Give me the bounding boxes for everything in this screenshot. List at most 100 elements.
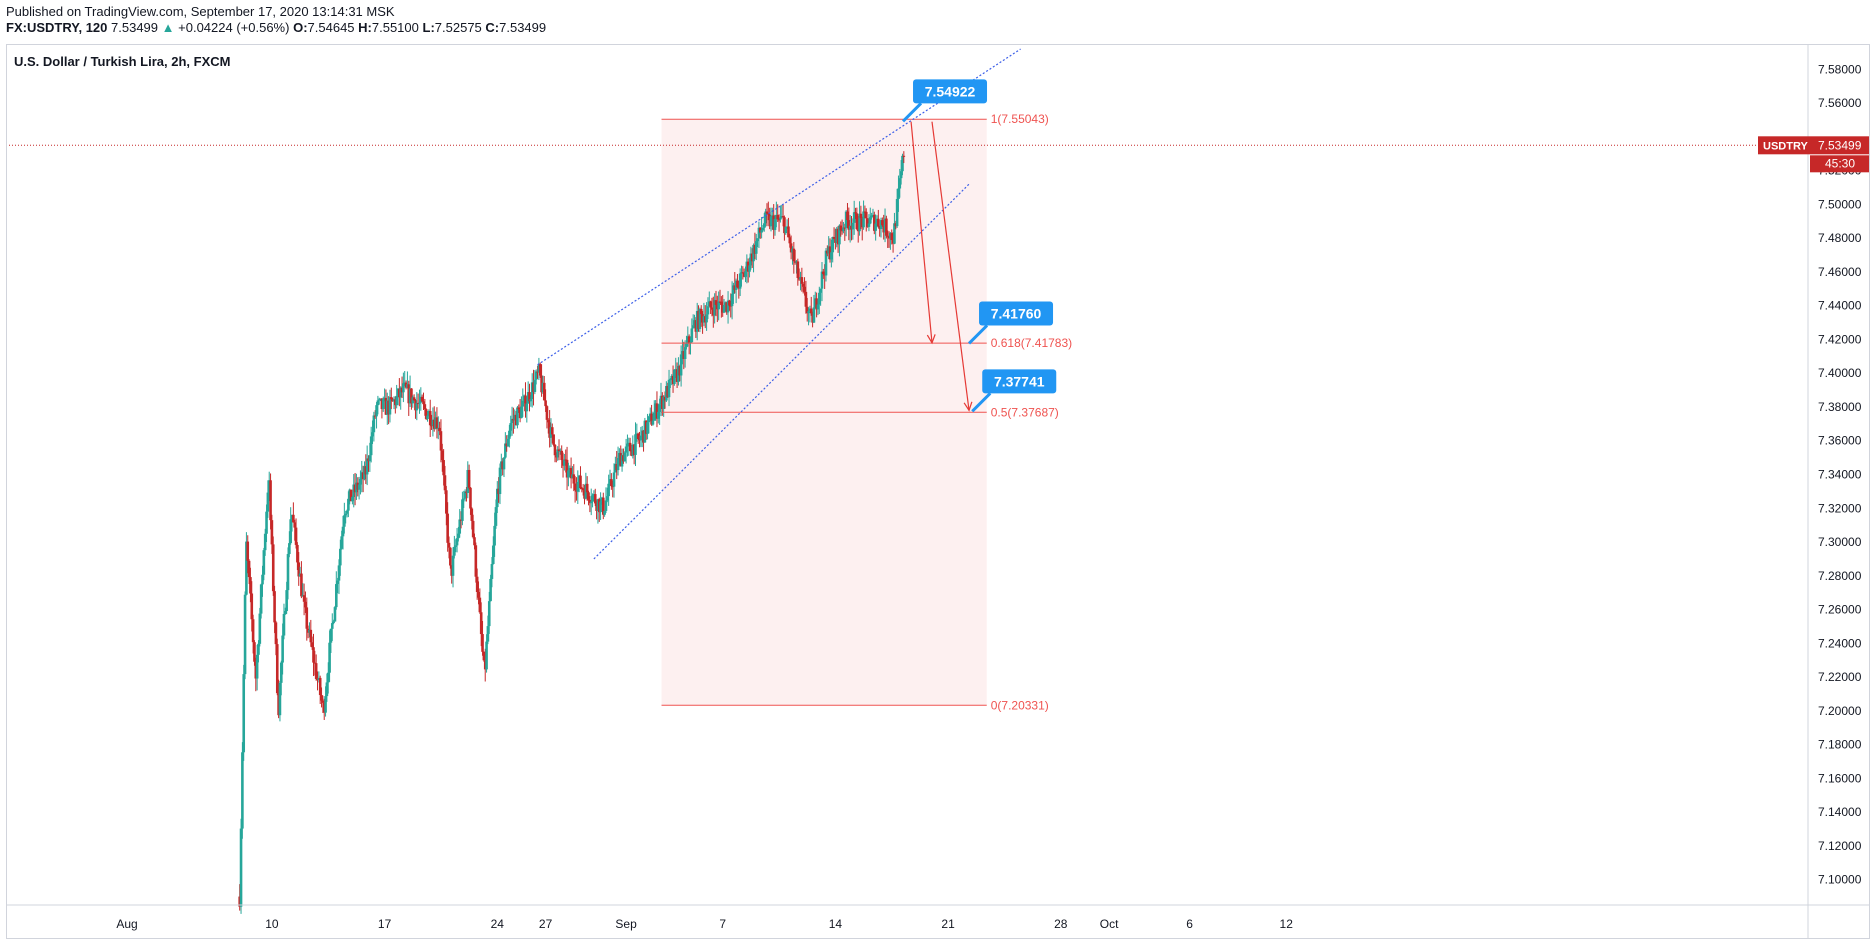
candle-body bbox=[831, 237, 835, 253]
candle-body bbox=[521, 400, 525, 407]
candle-body bbox=[520, 406, 523, 419]
candle-body bbox=[536, 371, 539, 373]
candle-body bbox=[757, 227, 761, 239]
candle-body bbox=[357, 484, 361, 490]
candle-body bbox=[785, 226, 789, 228]
candle-body bbox=[426, 415, 429, 419]
candle-body bbox=[887, 236, 891, 239]
y-tick-label: 7.48000 bbox=[1818, 231, 1862, 245]
candle-body bbox=[384, 397, 388, 415]
candle-body bbox=[510, 418, 514, 424]
candle-body bbox=[611, 486, 614, 488]
y-tick-label: 7.42000 bbox=[1818, 332, 1862, 346]
candle-body bbox=[343, 515, 346, 527]
candle-body bbox=[691, 325, 695, 329]
x-tick-label: 28 bbox=[1054, 917, 1068, 931]
candle-body bbox=[552, 434, 555, 445]
candle-body bbox=[783, 217, 786, 234]
candle-body bbox=[363, 466, 366, 480]
candle-body bbox=[449, 547, 452, 566]
candle-body bbox=[765, 211, 769, 214]
candle-body bbox=[438, 427, 441, 432]
candle-body bbox=[273, 591, 276, 623]
candle-body bbox=[266, 492, 270, 512]
candle-body bbox=[275, 644, 279, 694]
candle-body bbox=[372, 415, 376, 433]
candle-body bbox=[463, 491, 467, 499]
candle-body bbox=[532, 382, 535, 392]
candle-body bbox=[524, 395, 527, 412]
candle-body bbox=[447, 542, 451, 548]
candle-body bbox=[899, 171, 903, 179]
candle-body bbox=[431, 419, 435, 426]
candle-body bbox=[317, 677, 321, 680]
candle-body bbox=[320, 695, 323, 701]
candle-body bbox=[679, 354, 683, 376]
candle-body bbox=[238, 896, 241, 907]
candle-body bbox=[811, 313, 814, 323]
candle-body bbox=[839, 225, 843, 231]
candle-body bbox=[890, 233, 894, 241]
candle-body bbox=[335, 584, 338, 608]
candle-body bbox=[542, 382, 546, 401]
candle-body bbox=[474, 545, 478, 577]
candle-body bbox=[636, 433, 640, 440]
candle-body bbox=[654, 403, 657, 413]
candle-body bbox=[573, 483, 577, 491]
candle-body bbox=[300, 573, 303, 597]
candle-body bbox=[581, 488, 585, 491]
candle-body bbox=[390, 397, 393, 400]
candle-body bbox=[316, 678, 319, 680]
candle-body bbox=[775, 215, 778, 220]
candle-body bbox=[412, 397, 416, 401]
candle-body bbox=[720, 301, 723, 305]
candle-body bbox=[706, 306, 710, 315]
candle-body bbox=[486, 626, 490, 642]
candle-body bbox=[310, 642, 314, 648]
candle-body bbox=[776, 215, 780, 220]
candle-body bbox=[695, 310, 699, 332]
candle-body bbox=[250, 593, 254, 620]
candle-body bbox=[396, 388, 400, 396]
candle-body bbox=[443, 475, 447, 491]
candle-body bbox=[673, 369, 676, 384]
candle-body bbox=[267, 480, 271, 493]
candle-body bbox=[677, 365, 680, 382]
candle-body bbox=[607, 483, 610, 497]
candle-body bbox=[851, 222, 855, 230]
y-tick-label: 7.40000 bbox=[1818, 366, 1862, 380]
candle-body bbox=[840, 230, 844, 232]
candle-body bbox=[885, 218, 888, 236]
x-tick-label: Oct bbox=[1100, 917, 1119, 931]
candle-body bbox=[395, 395, 398, 406]
candle-body bbox=[856, 229, 860, 232]
candle-body bbox=[787, 226, 790, 238]
candle-body bbox=[659, 395, 663, 405]
candle-body bbox=[634, 434, 637, 455]
candle-body bbox=[779, 217, 782, 220]
x-tick-label: Aug bbox=[116, 917, 137, 931]
candle-body bbox=[491, 545, 495, 565]
callout-pointer bbox=[901, 102, 923, 123]
candle-body bbox=[406, 384, 409, 388]
y-tick-label: 7.50000 bbox=[1818, 197, 1862, 211]
fib-label: 1(7.55043) bbox=[991, 112, 1049, 126]
open-label: O: bbox=[293, 20, 308, 35]
candle-body bbox=[753, 244, 757, 254]
candle-body bbox=[359, 478, 362, 485]
candle-body bbox=[694, 320, 698, 332]
candle-body bbox=[540, 375, 543, 393]
candle-body bbox=[726, 300, 730, 313]
candle-body bbox=[792, 248, 796, 262]
candle-body bbox=[369, 436, 373, 456]
candle-body bbox=[808, 308, 812, 312]
candle-body bbox=[901, 155, 904, 172]
candle-body bbox=[842, 227, 845, 231]
candle-body bbox=[729, 305, 733, 307]
candle-body bbox=[457, 533, 460, 539]
candle-body bbox=[364, 466, 368, 475]
candle-body bbox=[867, 223, 871, 227]
candle-body bbox=[530, 382, 534, 399]
candle-body bbox=[897, 188, 900, 199]
